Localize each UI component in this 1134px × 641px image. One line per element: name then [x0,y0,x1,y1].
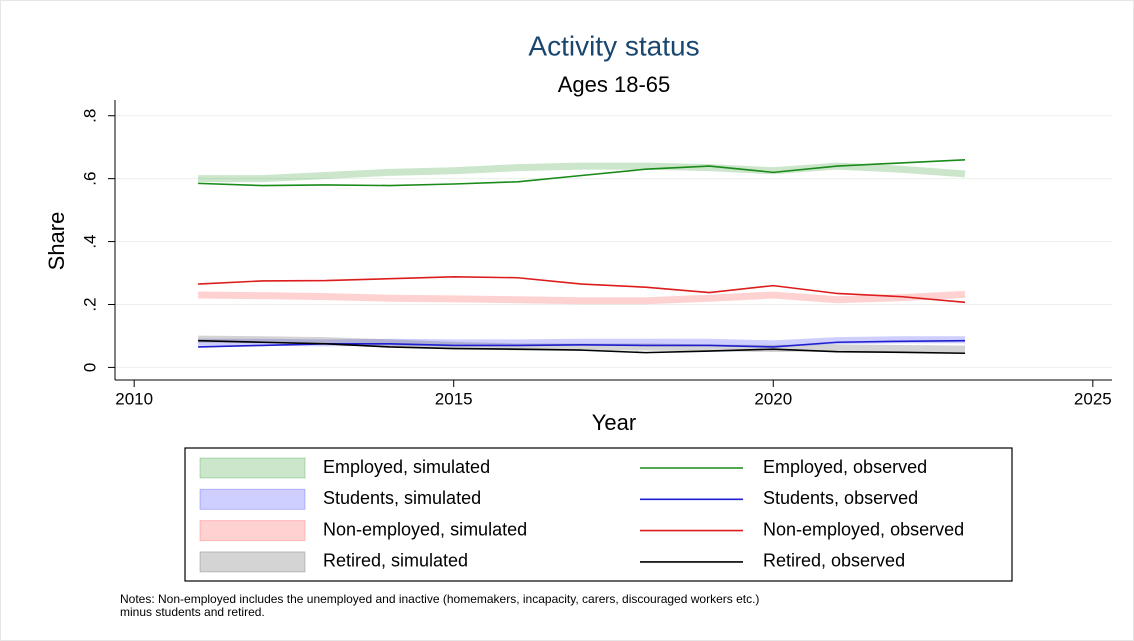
y-tick-label: 0 [80,363,99,372]
legend-swatch [199,520,306,542]
x-axis-label: Year [592,410,636,435]
legend-label: Retired, simulated [323,551,468,571]
legend-label: Retired, observed [763,551,905,571]
chart-title: Activity status [528,30,699,61]
x-tick-label: 2025 [1074,389,1112,408]
simulated-band [198,290,966,305]
legend-swatch [199,457,306,479]
x-tick-label: 2020 [754,389,792,408]
legend-label: Non-employed, simulated [323,519,527,539]
legend-swatch [199,488,306,510]
chart-subtitle: Ages 18-65 [558,72,671,97]
legend-label: Students, simulated [323,488,481,508]
y-tick-label: .2 [80,297,99,311]
y-tick-label: .4 [80,234,99,248]
observed-line [198,339,966,355]
note: minus students and retired. [120,605,265,619]
y-axis-label: Share [44,212,69,271]
legend-label: Employed, observed [763,457,927,477]
legend-label: Students, observed [763,488,918,508]
simulated-band [198,336,966,348]
y-tick-label: .8 [80,109,99,123]
legend-box [184,447,1013,582]
observed-line [198,276,966,304]
x-tick-label: 2010 [115,389,153,408]
legend-swatch [199,551,306,573]
y-tick-label: .6 [80,172,99,186]
observed-line [198,158,966,187]
legend-label: Employed, simulated [323,457,490,477]
note: Notes: Non-employed includes the unemplo… [120,592,759,606]
x-tick-label: 2015 [435,389,473,408]
simulated-band [198,335,966,353]
legend-label: Non-employed, observed [763,519,964,539]
